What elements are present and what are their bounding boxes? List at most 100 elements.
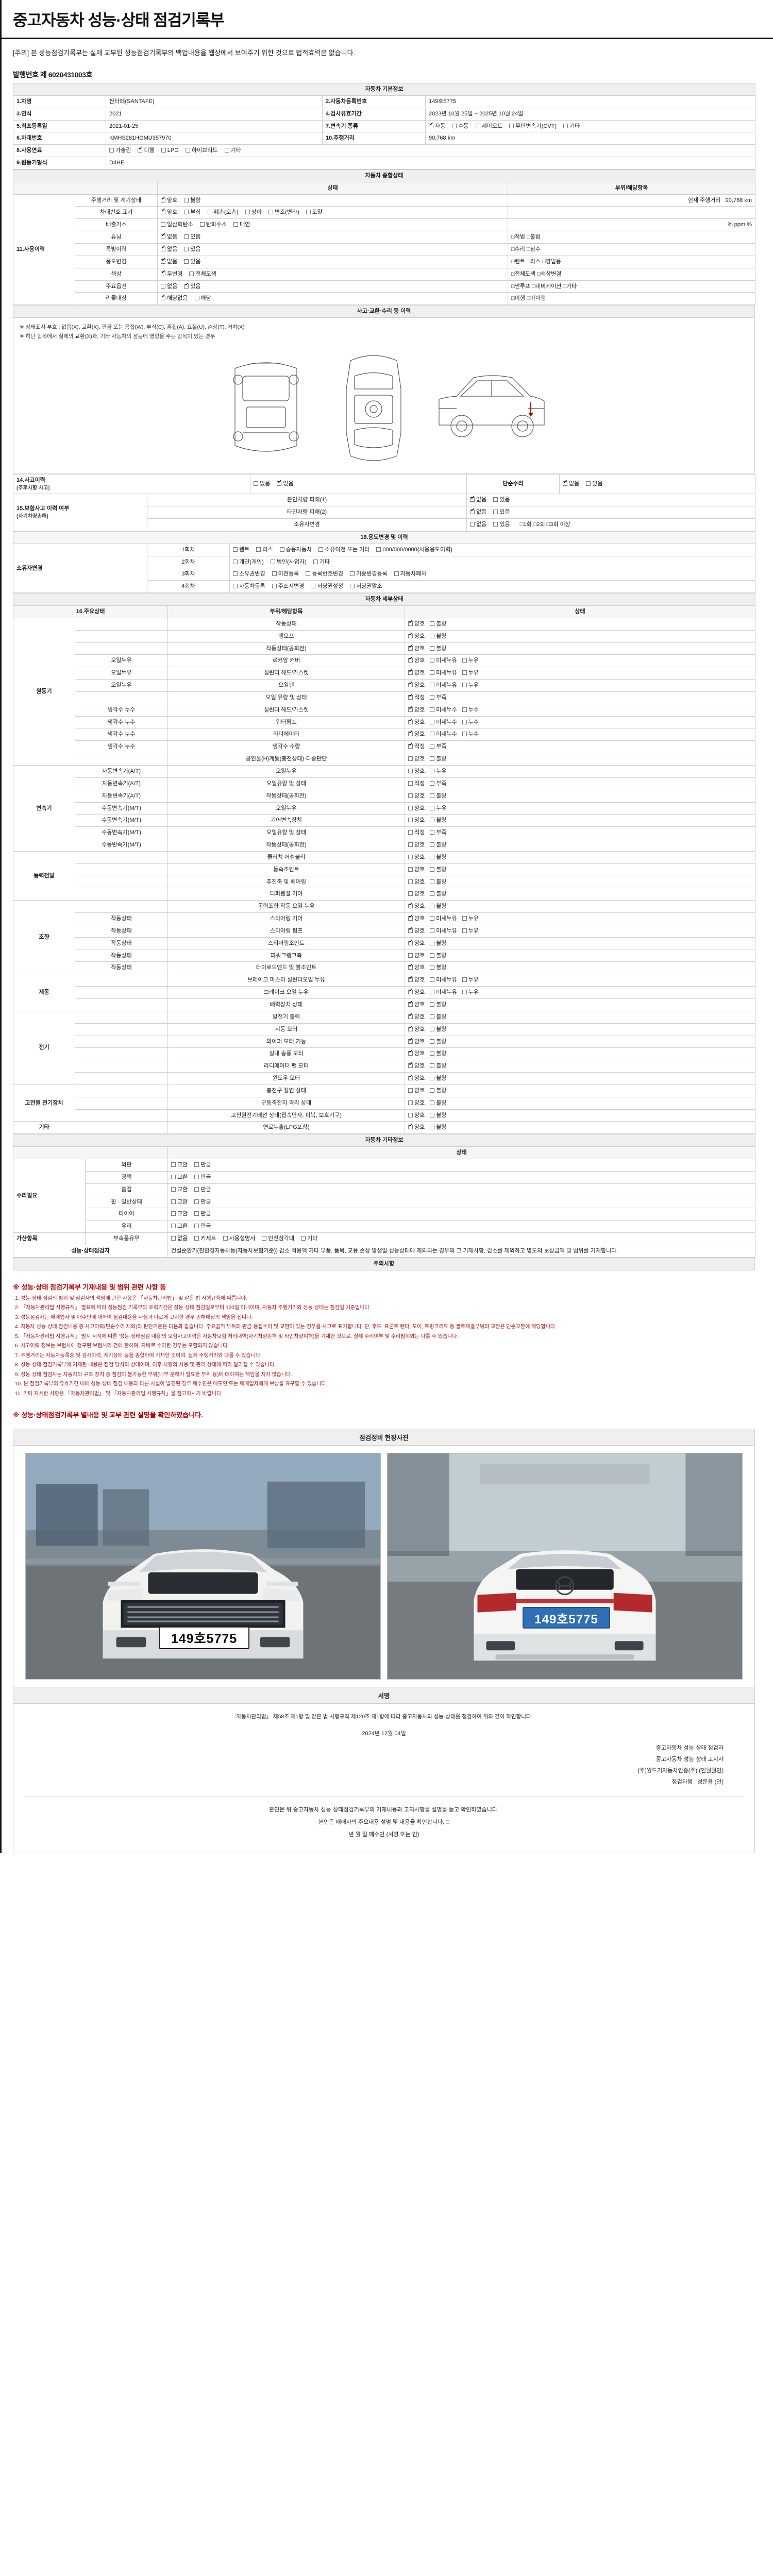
checkbox-icon[interactable] — [408, 1049, 413, 1056]
opt-누유[interactable]: 누유 — [462, 682, 479, 689]
opt-부족[interactable]: 부족 — [430, 694, 447, 702]
opt-exchange[interactable]: 교환 — [171, 1210, 188, 1218]
checkbox-icon[interactable] — [430, 854, 435, 859]
checkbox-icon[interactable] — [430, 744, 435, 749]
opt-sheetmetal[interactable]: 판금 — [194, 1223, 211, 1230]
opt-transfer[interactable]: 소유이전 또는 기타 — [318, 546, 369, 554]
checkbox-icon[interactable] — [430, 768, 435, 773]
checkbox-icon[interactable] — [408, 730, 413, 737]
photo-front[interactable]: 149호5775 — [25, 1453, 381, 1680]
checkbox-icon[interactable] — [194, 1211, 199, 1216]
checkbox-icon[interactable] — [223, 1236, 228, 1241]
checkbox-icon[interactable] — [161, 148, 166, 153]
checkbox-icon[interactable] — [408, 768, 413, 773]
checkbox-icon[interactable] — [430, 646, 435, 651]
opt-양호[interactable]: 양호 — [408, 1123, 425, 1131]
checkbox-icon[interactable] — [430, 1051, 435, 1056]
checkbox-icon[interactable] — [430, 621, 435, 626]
opt-usehistory[interactable]: 000/000/0000(사용용도이력) — [376, 546, 452, 554]
checkbox-icon[interactable] — [408, 953, 413, 958]
checkbox-icon[interactable] — [408, 681, 413, 688]
opt-yes[interactable]: 있음 — [493, 521, 510, 529]
checkbox-icon[interactable] — [430, 1026, 435, 1031]
checkbox-icon[interactable] — [430, 916, 435, 921]
opt-누유[interactable]: 누유 — [462, 927, 479, 935]
opt-불량[interactable]: 불량 — [430, 841, 447, 849]
checkbox-icon[interactable] — [408, 620, 413, 626]
opt-불량[interactable]: 불량 — [430, 1087, 447, 1095]
checkbox-icon[interactable] — [430, 965, 435, 970]
checkbox-icon[interactable] — [408, 914, 413, 921]
opt-불량[interactable]: 불량 — [430, 1075, 447, 1082]
opt-mortgage-clear[interactable]: 저당권말소 — [350, 583, 382, 590]
opt-exchange[interactable]: 교환 — [171, 1223, 188, 1230]
opt-good[interactable]: 양호 — [161, 208, 177, 216]
opt-etc[interactable]: 기타 — [301, 1235, 317, 1243]
opt-미세누유[interactable]: 미세누유 — [430, 976, 457, 984]
opt-불량[interactable]: 불량 — [430, 1112, 447, 1120]
opt-ownership[interactable]: 소유권변경 — [233, 570, 265, 578]
opt-누수[interactable]: 누수 — [462, 731, 479, 738]
checkbox-icon[interactable] — [462, 990, 467, 995]
opt-양호[interactable]: 양호 — [408, 645, 425, 653]
checkbox-icon[interactable] — [171, 1236, 176, 1241]
opt-누유[interactable]: 누유 — [462, 915, 479, 923]
checkbox-icon[interactable] — [311, 584, 316, 589]
opt-vehiclereg[interactable]: 자동차등록 — [233, 583, 265, 590]
checkbox-icon[interactable] — [430, 1076, 435, 1081]
checkbox-icon[interactable] — [161, 222, 165, 227]
checkbox-icon[interactable] — [452, 123, 457, 128]
opt-양호[interactable]: 양호 — [408, 620, 425, 628]
opt-불량[interactable]: 불량 — [430, 1038, 447, 1046]
opt-불량[interactable]: 불량 — [430, 952, 447, 960]
opt-양호[interactable]: 양호 — [408, 768, 425, 775]
opt-양호[interactable]: 양호 — [408, 1049, 425, 1058]
checkbox-icon[interactable] — [161, 233, 165, 240]
checkbox-icon[interactable] — [233, 222, 239, 227]
opt-누유[interactable]: 누유 — [430, 768, 447, 775]
opt-적정[interactable]: 적정 — [408, 829, 425, 837]
checkbox-icon[interactable] — [408, 669, 413, 675]
trans-opt-etc[interactable]: 기타 — [563, 123, 580, 130]
trans-opt-manual[interactable]: 수동 — [452, 123, 469, 130]
opt-none[interactable]: 없음 — [563, 480, 579, 488]
checkbox-icon[interactable] — [194, 1236, 199, 1241]
opt-부족[interactable]: 부족 — [430, 780, 447, 788]
checkbox-icon[interactable] — [430, 694, 435, 700]
opt-양호[interactable]: 양호 — [408, 890, 425, 898]
checkbox-icon[interactable] — [470, 522, 475, 527]
checkbox-icon[interactable] — [161, 245, 165, 251]
checkbox-icon[interactable] — [408, 656, 413, 663]
checkbox-icon[interactable] — [408, 645, 413, 651]
checkbox-icon[interactable] — [199, 222, 205, 227]
opt-none[interactable]: 없음 — [171, 1235, 188, 1243]
checkbox-icon[interactable] — [430, 1125, 435, 1130]
checkbox-icon[interactable] — [430, 732, 435, 737]
checkbox-icon[interactable] — [376, 547, 381, 552]
checkbox-icon[interactable] — [430, 818, 435, 823]
checkbox-icon[interactable] — [189, 271, 194, 276]
opt-yes[interactable]: 있음 — [184, 246, 201, 253]
checkbox-icon[interactable] — [493, 510, 498, 515]
checkbox-icon[interactable] — [430, 891, 435, 896]
opt-양호[interactable]: 양호 — [408, 902, 425, 910]
checkbox-icon[interactable] — [185, 148, 190, 153]
opt-sheetmetal[interactable]: 판금 — [194, 1198, 211, 1206]
checkbox-icon[interactable] — [462, 658, 467, 663]
opt-불량[interactable]: 불량 — [430, 1026, 447, 1033]
opt-불량[interactable]: 불량 — [430, 866, 447, 874]
opt-적정[interactable]: 적정 — [408, 780, 425, 788]
opt-미세누유[interactable]: 미세누유 — [430, 927, 457, 935]
checkbox-icon[interactable] — [475, 123, 480, 128]
opt-bad[interactable]: 불량 — [184, 197, 201, 205]
checkbox-icon[interactable] — [408, 781, 413, 786]
opt-양호[interactable]: 양호 — [408, 1099, 425, 1107]
opt-불량[interactable]: 불량 — [430, 755, 447, 763]
opt-누유[interactable]: 누유 — [462, 989, 479, 996]
checkbox-icon[interactable] — [233, 547, 238, 552]
opt-양호[interactable]: 양호 — [408, 730, 425, 738]
opt-불량[interactable]: 불량 — [430, 903, 447, 910]
opt-양호[interactable]: 양호 — [408, 1025, 425, 1033]
opt-platechange[interactable]: 등록번호변경 — [306, 570, 343, 578]
checkbox-icon[interactable] — [430, 879, 435, 884]
